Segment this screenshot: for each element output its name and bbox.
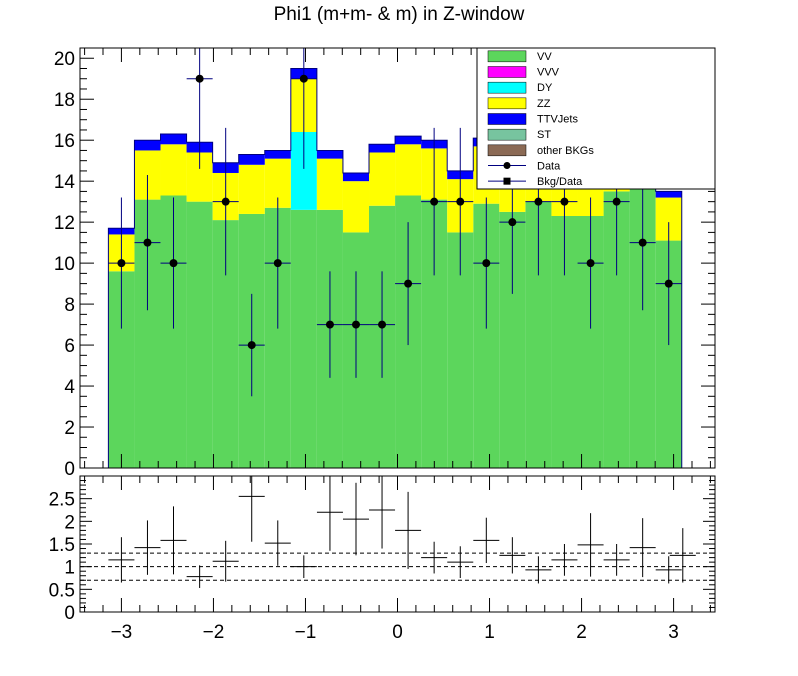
bar-ttvjets bbox=[369, 144, 396, 153]
x-tick-label: 1 bbox=[484, 622, 495, 643]
legend-label-bkg-data: Bkg/Data bbox=[537, 176, 583, 188]
data-point bbox=[299, 74, 308, 83]
data-point bbox=[378, 320, 387, 329]
legend-swatch-st bbox=[487, 128, 527, 141]
bar-ttvjets bbox=[655, 191, 682, 198]
data-point bbox=[273, 259, 282, 268]
legend-swatch-vv bbox=[487, 50, 527, 63]
bar-zz bbox=[316, 158, 343, 210]
legend-label-dy: DY bbox=[537, 82, 553, 94]
data-point bbox=[247, 341, 256, 350]
data-point bbox=[117, 259, 126, 268]
data-point bbox=[612, 197, 621, 206]
legend-label-st: ST bbox=[537, 129, 551, 141]
y-tick-label: 2 bbox=[64, 418, 75, 439]
y-tick-label: 16 bbox=[54, 131, 75, 152]
bar-zz bbox=[160, 144, 187, 196]
y-tick-label: 20 bbox=[54, 49, 75, 70]
ratio-y-tick-label: 2.5 bbox=[49, 490, 75, 511]
data-point bbox=[169, 259, 178, 268]
ratio-y-tick-label: 1 bbox=[64, 558, 75, 579]
data-point bbox=[351, 320, 360, 329]
legend-swatch-dy bbox=[487, 81, 527, 94]
bar-ttvjets bbox=[395, 136, 422, 145]
legend-swatch-other-bkgs bbox=[487, 144, 527, 157]
ratio-y-tick-label: 0 bbox=[64, 603, 75, 624]
data-point bbox=[664, 279, 673, 288]
ratio-y-tick-label: 0.5 bbox=[49, 580, 75, 601]
x-tick-label: 3 bbox=[668, 622, 679, 643]
y-tick-label: 10 bbox=[54, 254, 75, 275]
data-point bbox=[534, 197, 543, 206]
data-point bbox=[508, 218, 517, 227]
bar-vv bbox=[290, 209, 317, 469]
y-tick-label: 14 bbox=[54, 172, 76, 193]
bar-ttvjets bbox=[160, 134, 187, 145]
data-point bbox=[325, 320, 334, 329]
ratio-plot: 00.511.522.5−3 −2 −1 0 1 2 3 bbox=[49, 475, 716, 643]
y-tick-label: 0 bbox=[64, 459, 75, 480]
bar-zz bbox=[342, 181, 370, 233]
legend-label-vv: VV bbox=[537, 51, 552, 63]
bar-zz bbox=[238, 164, 265, 214]
bar-zz bbox=[369, 152, 396, 206]
legend-marker-data bbox=[503, 162, 511, 169]
data-point bbox=[638, 238, 647, 247]
data-point bbox=[560, 197, 569, 206]
legend-swatch-ttvjets bbox=[487, 113, 527, 125]
y-tick-label: 4 bbox=[64, 377, 75, 398]
ratio-y-tick-label: 2 bbox=[64, 512, 75, 533]
bar-ttvjets bbox=[316, 150, 343, 159]
legend-label-other-bkgs: other BKGs bbox=[537, 145, 594, 157]
legend-label-zz: ZZ bbox=[537, 98, 551, 110]
x-tick-label: −1 bbox=[295, 622, 317, 643]
data-point bbox=[143, 238, 152, 247]
data-point bbox=[221, 197, 230, 206]
data-point bbox=[404, 279, 413, 288]
x-tick-label: 2 bbox=[576, 622, 587, 643]
legend-marker-bkg-data bbox=[503, 177, 511, 185]
ratio-frame bbox=[79, 475, 716, 613]
y-tick-label: 12 bbox=[54, 213, 75, 234]
legend-label-data: Data bbox=[537, 161, 561, 173]
data-point bbox=[430, 197, 439, 206]
x-tick-label: 0 bbox=[392, 622, 403, 643]
legend-swatch-zz bbox=[487, 97, 527, 110]
bar-ttvjets bbox=[342, 172, 370, 182]
legend-swatch-vvv bbox=[487, 66, 527, 78]
bar-ttvjets bbox=[238, 154, 265, 165]
y-tick-label: 18 bbox=[54, 90, 75, 111]
chart-title: Phi1 (m+m- & m) in Z-window bbox=[273, 4, 525, 25]
y-tick-label: 6 bbox=[64, 336, 75, 357]
legend-label-vvv: VVV bbox=[537, 67, 560, 79]
data-point bbox=[586, 259, 595, 268]
ratio-y-tick-label: 1.5 bbox=[49, 535, 75, 556]
data-point bbox=[482, 259, 491, 268]
x-tick-label: −3 bbox=[111, 622, 133, 643]
x-tick-label: −2 bbox=[203, 622, 225, 643]
legend-label-ttvjets: TTVJets bbox=[537, 114, 578, 126]
bar-zz bbox=[395, 144, 422, 196]
bar-ttvjets bbox=[134, 140, 161, 151]
bar-ttvjets bbox=[264, 150, 291, 159]
bar-vv bbox=[186, 201, 213, 468]
y-tick-label: 8 bbox=[64, 295, 75, 316]
data-point bbox=[195, 74, 204, 83]
data-point bbox=[456, 197, 465, 206]
